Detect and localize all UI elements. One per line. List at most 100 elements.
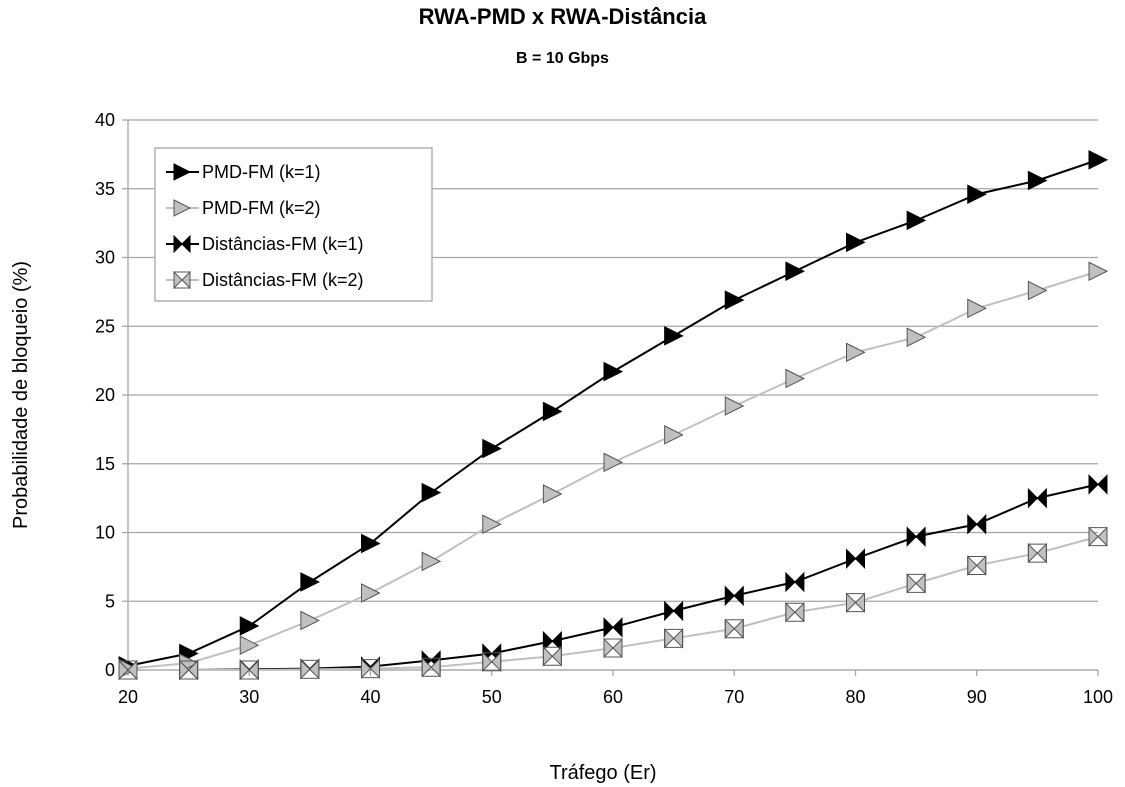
- x-tick-label: 60: [603, 687, 623, 707]
- series-line: [128, 535, 1099, 671]
- data-point-marker: [733, 585, 744, 606]
- x-tick-label: 40: [360, 687, 380, 707]
- data-point-marker: [854, 548, 865, 569]
- data-point-marker: [300, 572, 320, 592]
- chart-title: RWA-PMD x RWA-Distância: [418, 4, 707, 29]
- data-point-marker: [664, 628, 675, 649]
- data-point-marker-frame: [239, 660, 259, 680]
- data-point-marker: [612, 617, 623, 638]
- data-point-marker: [551, 630, 562, 652]
- data-point-marker-frame: [785, 602, 805, 622]
- data-point-marker: [724, 585, 735, 606]
- data-point-marker: [542, 630, 554, 652]
- series-layer: [118, 150, 1109, 681]
- data-point-marker: [785, 571, 796, 593]
- data-point-marker: [1036, 542, 1047, 564]
- data-point-marker-frame: [1027, 543, 1047, 563]
- data-point-marker: [785, 602, 796, 623]
- x-tick-labels: 20 30 40 50 60 70 80 90 100: [118, 687, 1113, 707]
- data-point-marker: [915, 573, 926, 594]
- x-tick-label: 50: [482, 687, 502, 707]
- data-point-marker: [724, 618, 735, 639]
- data-point-marker: [542, 646, 554, 667]
- data-point-marker: [482, 514, 502, 535]
- data-point-marker: [976, 555, 987, 576]
- data-point-marker-frame: [482, 652, 502, 672]
- y-tick-label: 20: [95, 385, 115, 405]
- data-point-marker: [967, 514, 978, 535]
- data-point-marker: [664, 425, 684, 445]
- data-point-marker-frame: [118, 660, 138, 680]
- data-point-marker: [603, 361, 624, 382]
- data-point-marker: [361, 533, 381, 554]
- data-point-marker: [915, 526, 926, 547]
- y-tick-label: 35: [95, 179, 115, 199]
- data-point-marker: [1088, 526, 1099, 547]
- series-group: [118, 261, 1109, 679]
- data-point-marker: [854, 592, 865, 613]
- data-point-marker: [785, 368, 805, 389]
- data-point-marker-frame: [179, 660, 199, 680]
- legend-entry-label: Distâncias-FM (k=2): [202, 270, 364, 290]
- x-tick-label: 90: [967, 687, 987, 707]
- data-point-marker: [173, 199, 192, 217]
- data-point-marker: [906, 210, 927, 231]
- data-point-marker: [300, 659, 311, 680]
- data-point-marker: [785, 261, 805, 282]
- data-point-marker-frame: [906, 573, 926, 593]
- data-point-marker: [672, 628, 684, 649]
- data-point-marker: [482, 438, 502, 459]
- y-tick-label: 5: [105, 591, 115, 611]
- data-point-marker-frame: [846, 593, 865, 613]
- legend-entry-label: Distâncias-FM (k=1): [202, 234, 364, 254]
- data-point-marker: [173, 234, 183, 254]
- y-tick-label: 40: [95, 110, 115, 130]
- data-point-marker-frame: [603, 638, 623, 658]
- y-tick-label: 25: [95, 316, 115, 336]
- data-point-marker: [672, 600, 684, 622]
- data-point-marker: [248, 659, 259, 681]
- series-line: [128, 483, 1099, 671]
- data-point-marker: [1027, 542, 1039, 564]
- legend-entry-label: PMD-FM (k=2): [202, 198, 321, 218]
- data-point-marker: [173, 163, 192, 181]
- y-tick-label: 30: [95, 248, 115, 268]
- data-point-marker: [239, 616, 260, 636]
- data-point-marker: [1088, 474, 1099, 495]
- x-axis-label: Tráfego (Er): [549, 762, 656, 784]
- data-point-marker: [603, 452, 624, 473]
- x-tick-label: 20: [118, 687, 138, 707]
- x-tick-label: 70: [724, 687, 744, 707]
- legend: PMD-FM (k=1) PMD-FM (k=2) Distâncias-FM (k…: [154, 147, 433, 302]
- data-point-marker: [603, 637, 614, 659]
- data-point-marker: [967, 184, 987, 205]
- data-point-marker: [421, 551, 442, 572]
- data-point-marker: [967, 555, 978, 576]
- legend-box: [154, 147, 433, 302]
- data-point-marker-frame: [967, 556, 987, 575]
- data-point-marker: [906, 327, 927, 348]
- data-point-marker-frame: [664, 628, 684, 648]
- data-point-marker: [794, 571, 805, 593]
- data-point-marker: [309, 659, 320, 680]
- data-point-marker-frame: [361, 659, 380, 679]
- data-point-marker-frame: [421, 657, 441, 677]
- data-point-marker: [846, 232, 866, 253]
- data-point-marker: [664, 600, 675, 622]
- data-point-marker: [724, 396, 745, 416]
- legend-entry-label: PMD-FM (k=1): [202, 162, 321, 182]
- y-tick-label: 15: [95, 454, 115, 474]
- data-point-marker: [724, 290, 745, 310]
- data-point-marker: [1088, 150, 1109, 170]
- data-point-marker: [239, 659, 250, 681]
- chart-subtitle: B = 10 Gbps: [516, 50, 609, 67]
- data-point-marker: [421, 482, 442, 503]
- data-point-marker: [542, 484, 563, 504]
- x-tick-label: 30: [239, 687, 259, 707]
- data-point-marker: [1097, 526, 1108, 547]
- data-point-marker: [846, 592, 857, 613]
- y-tick-labels: 0 5 10 15 20 25 30 35 40: [95, 110, 115, 680]
- data-point-marker: [181, 234, 191, 254]
- data-point-marker: [846, 342, 866, 363]
- data-point-marker: [300, 610, 320, 631]
